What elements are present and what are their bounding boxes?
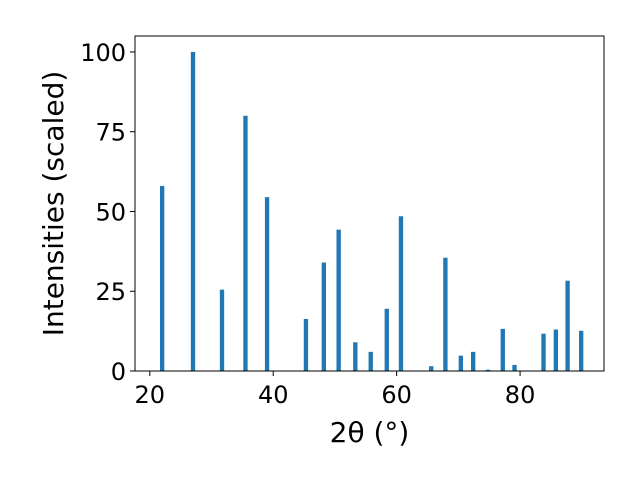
bar [458,355,463,371]
y-tick-label: 25 [95,278,126,306]
bar [303,319,309,371]
bar [579,330,584,371]
bar [553,329,559,371]
x-tick-label: 20 [135,381,166,409]
bar [500,328,505,371]
bars-group [159,51,584,371]
bar [512,364,517,371]
bar [429,366,434,371]
bar [353,342,358,371]
y-tick-label: 50 [95,198,126,226]
y-tick-label: 100 [80,39,126,67]
y-axis-label: Intensities (scaled) [37,71,70,337]
bar [264,197,270,371]
y-tick-label: 0 [111,358,126,386]
y-tick-label: 75 [95,119,126,147]
bar [190,51,196,371]
bar [565,280,570,371]
bar [368,351,373,371]
x-tick-label: 60 [381,381,412,409]
x-axis-label: 2θ (°) [330,416,410,449]
bar [485,369,491,371]
x-tick-label: 40 [258,381,289,409]
bar [398,216,404,371]
y-axis-ticks: 0 25 50 75 100 [80,39,135,386]
bar [471,351,476,371]
x-tick-label: 80 [505,381,536,409]
x-axis-ticks: 20 40 60 80 [135,371,536,409]
bar [443,257,448,371]
bar [541,333,546,371]
bar [336,229,341,371]
bar [243,115,248,371]
bar [159,185,165,371]
bar [219,289,225,371]
bar [321,262,326,371]
bar [384,308,389,371]
plot-frame [134,35,605,372]
